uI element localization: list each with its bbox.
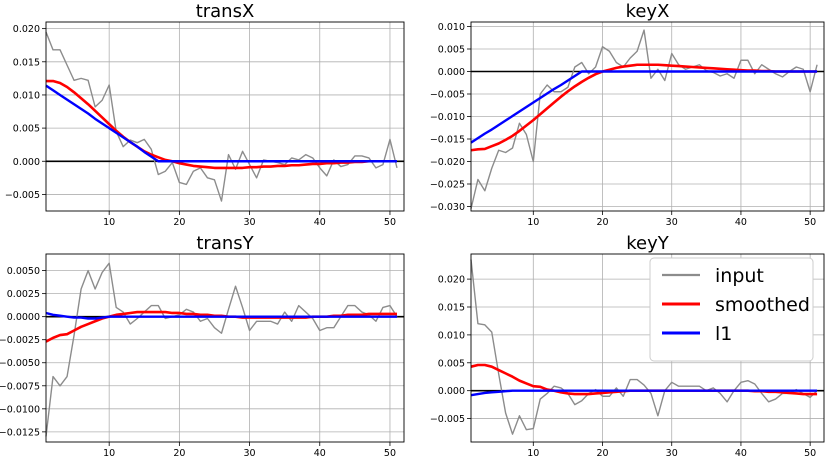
y-tick-label: −0.010 (430, 112, 465, 123)
legend-entry-l1: l1 (662, 323, 732, 345)
x-tick-label: 40 (735, 448, 747, 459)
x-tick-label: 50 (384, 217, 396, 228)
panel-keyX: 10 20 30 40 50 −0.030 −0.025 −0.020 −0.015 −0.010… (430, 1, 825, 228)
y-tick-label: 0.005 (438, 358, 465, 369)
series-line-input (45, 262, 398, 437)
chart-title: transY (196, 233, 254, 254)
y-tick-label: 0.000 (13, 157, 40, 168)
y-tick-label: 0.015 (13, 57, 40, 68)
legend: input smoothed l1 (649, 257, 814, 362)
series-line-l1 (470, 70, 818, 144)
y-tick-label: 0.005 (438, 45, 465, 56)
y-tick-label: 0.010 (13, 90, 40, 101)
y-tick-label: 0.0050 (7, 266, 40, 277)
legend-label-input: input (715, 265, 764, 287)
y-tick-label: 0.020 (438, 275, 465, 286)
y-tick-label: −0.030 (430, 202, 465, 213)
legend-entry-input: input (662, 265, 764, 287)
y-tick-label: 0.0000 (7, 312, 40, 323)
y-tick-label: −0.0075 (0, 381, 40, 392)
x-tick-label: 50 (804, 448, 816, 459)
y-tick-label: 0.020 (13, 24, 40, 35)
x-tick-label: 40 (735, 217, 747, 228)
legend-entry-smoothed: smoothed (662, 294, 810, 316)
x-tick-label: 30 (666, 448, 678, 459)
y-tick-label: 0.010 (438, 22, 465, 33)
y-tick-label: 0.000 (438, 67, 465, 78)
panel-transY: 10 20 30 40 50 −0.0125 −0.0100 −0.0075 −0.0050 −0… (0, 233, 405, 459)
plot-frame (470, 253, 825, 443)
x-tick-label: 20 (173, 448, 185, 459)
y-tick-label: −0.020 (430, 157, 465, 168)
panel-transX: 10 20 30 40 50 −0.005 0.000 0.005 0.010 0.015 0.02… (5, 1, 405, 228)
plot-frame (45, 253, 405, 443)
y-tick-label: 0.000 (438, 386, 465, 397)
plot-frame (45, 21, 405, 212)
y-tick-label: −0.025 (430, 180, 465, 191)
x-tick-label: 50 (384, 448, 396, 459)
y-tick-label: −0.0125 (0, 427, 40, 438)
y-tick-label: −0.0100 (0, 404, 40, 415)
x-tick-label: 40 (314, 448, 326, 459)
series-line-l1 (470, 389, 818, 397)
chart-title: transX (196, 1, 255, 22)
series-line-l1 (45, 311, 397, 320)
y-tick-label: −0.005 (5, 190, 40, 201)
series-line-input (470, 29, 818, 209)
legend-label-l1: l1 (715, 323, 732, 345)
x-tick-label: 30 (244, 217, 256, 228)
x-tick-label: 10 (527, 448, 539, 459)
chart-title: keyX (626, 1, 670, 22)
legend-label-smoothed: smoothed (715, 294, 810, 316)
x-tick-label: 20 (596, 217, 608, 228)
x-tick-label: 20 (173, 217, 185, 228)
series-line-input (45, 31, 398, 202)
series-line-smoothed (470, 63, 818, 152)
y-tick-label: −0.005 (430, 414, 465, 425)
series-line-l1 (45, 84, 397, 163)
y-tick-label: −0.015 (430, 135, 465, 146)
y-tick-label: −0.0025 (0, 335, 40, 346)
panel-keyY: 10 20 30 40 50 −0.005 0.000 0.005 0.010 0.015 0.02… (430, 233, 825, 459)
x-tick-label: 10 (527, 217, 539, 228)
x-tick-label: 10 (103, 448, 115, 459)
x-tick-label: 40 (314, 217, 326, 228)
y-tick-label: 0.0025 (7, 289, 40, 300)
chart-title: keyY (626, 233, 670, 254)
x-tick-label: 30 (666, 217, 678, 228)
x-tick-label: 20 (596, 448, 608, 459)
y-tick-label: −0.0050 (0, 358, 40, 369)
y-tick-label: 0.010 (438, 330, 465, 341)
series-line-smoothed (46, 79, 397, 170)
x-tick-label: 30 (244, 448, 256, 459)
x-tick-label: 50 (804, 217, 816, 228)
x-tick-label: 10 (103, 217, 115, 228)
y-tick-label: 0.005 (13, 124, 40, 135)
y-tick-label: 0.015 (438, 302, 465, 313)
y-tick-label: −0.005 (430, 90, 465, 101)
legend-frame (649, 257, 814, 362)
